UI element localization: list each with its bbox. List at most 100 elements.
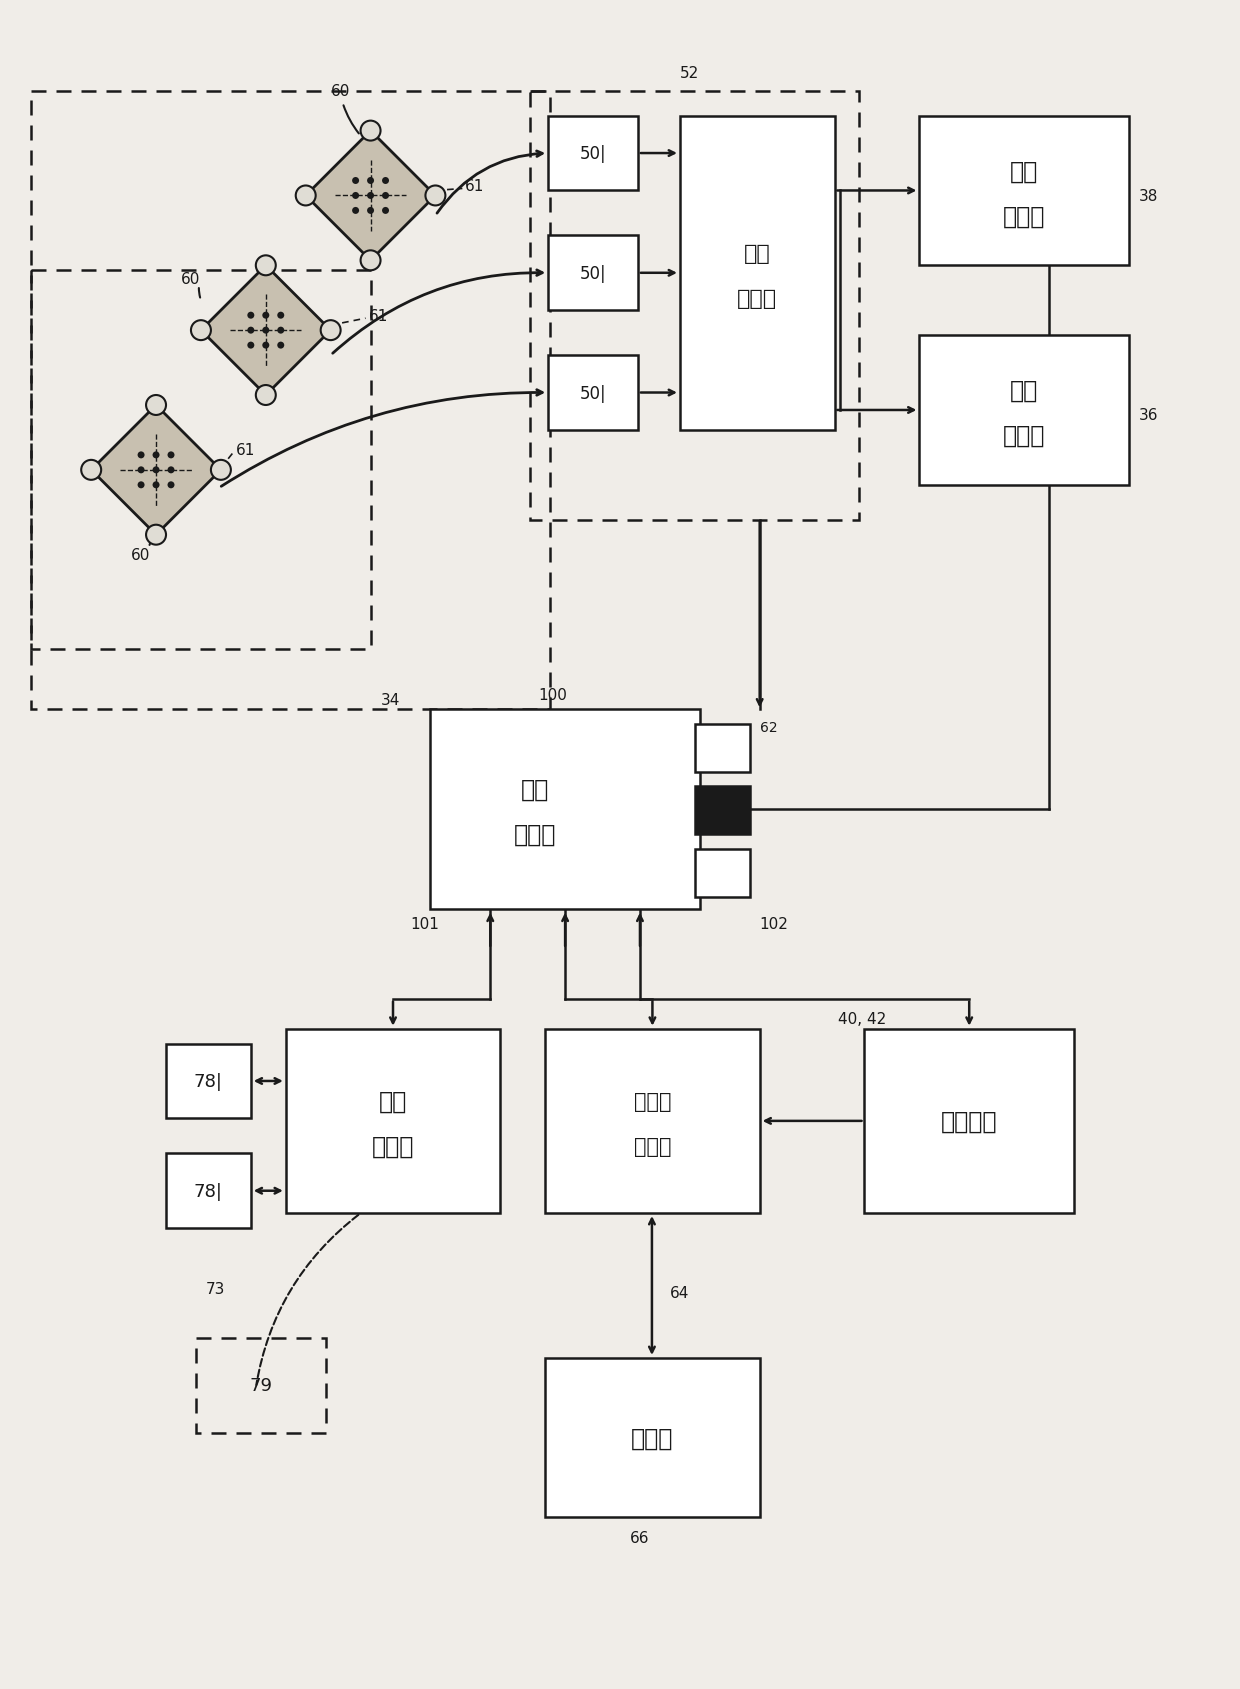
Circle shape [367, 177, 374, 184]
Text: 视觉: 视觉 [379, 1089, 407, 1113]
Polygon shape [306, 132, 435, 262]
Text: 60: 60 [131, 547, 150, 562]
Bar [548, 356, 637, 431]
Text: 用户接口: 用户接口 [941, 1110, 997, 1133]
Text: 50|: 50| [580, 265, 606, 282]
Text: 显示器: 显示器 [1003, 424, 1045, 448]
Text: 控制器: 控制器 [372, 1133, 414, 1159]
Text: 61: 61 [236, 443, 255, 458]
Bar [680, 117, 835, 431]
Text: 50|: 50| [580, 145, 606, 162]
Bar [864, 1029, 1074, 1213]
Circle shape [247, 312, 254, 319]
Text: 操纵器: 操纵器 [631, 1426, 673, 1449]
Bar [694, 725, 750, 772]
Circle shape [361, 122, 381, 142]
Text: 73: 73 [206, 1280, 226, 1295]
Bar [548, 117, 637, 191]
Text: 79: 79 [249, 1377, 273, 1393]
Circle shape [425, 186, 445, 206]
Text: 40, 42: 40, 42 [837, 1012, 885, 1027]
Circle shape [138, 453, 145, 459]
Bar [31, 91, 551, 709]
Text: 64: 64 [670, 1285, 689, 1301]
Text: 60: 60 [181, 272, 201, 287]
Text: 52: 52 [680, 66, 699, 81]
Circle shape [255, 385, 275, 405]
Text: 相机: 相机 [744, 243, 770, 263]
Bar [166, 1044, 250, 1118]
Circle shape [167, 468, 175, 475]
Circle shape [367, 193, 374, 199]
Circle shape [81, 461, 102, 481]
Text: 100: 100 [538, 687, 567, 703]
Text: 102: 102 [760, 917, 789, 932]
Circle shape [382, 177, 389, 184]
Bar [31, 272, 371, 650]
Circle shape [278, 328, 284, 334]
Circle shape [138, 468, 145, 475]
Circle shape [167, 481, 175, 490]
Bar [919, 117, 1128, 267]
Text: 101: 101 [410, 917, 439, 932]
Text: 66: 66 [630, 1530, 650, 1545]
Text: 36: 36 [1138, 409, 1158, 424]
Text: 78|: 78| [193, 1182, 223, 1199]
Circle shape [191, 321, 211, 341]
Circle shape [367, 208, 374, 215]
Circle shape [278, 312, 284, 319]
Circle shape [263, 343, 269, 350]
Text: 50|: 50| [580, 385, 606, 402]
Bar [166, 1154, 250, 1228]
Text: 34: 34 [381, 692, 401, 708]
Polygon shape [201, 267, 331, 395]
Text: 导航: 导航 [1009, 378, 1038, 402]
Bar [546, 1029, 760, 1213]
Polygon shape [92, 405, 221, 535]
Circle shape [138, 481, 145, 490]
Circle shape [167, 453, 175, 459]
Circle shape [255, 257, 275, 275]
Circle shape [247, 343, 254, 350]
Circle shape [278, 343, 284, 350]
Text: 导航: 导航 [521, 777, 549, 802]
Text: 操纵器: 操纵器 [634, 1091, 671, 1111]
Circle shape [321, 321, 341, 341]
Bar [531, 91, 859, 520]
Text: 显示器: 显示器 [1003, 204, 1045, 228]
Circle shape [295, 186, 316, 206]
Bar [919, 336, 1128, 485]
Text: 62: 62 [760, 721, 777, 735]
Bar [548, 236, 637, 311]
Circle shape [263, 312, 269, 319]
Circle shape [153, 453, 160, 459]
Circle shape [211, 461, 231, 481]
Circle shape [352, 208, 360, 215]
Text: 38: 38 [1138, 189, 1158, 204]
Circle shape [352, 193, 360, 199]
Text: 78|: 78| [193, 1073, 223, 1091]
Text: 控制器: 控制器 [737, 289, 777, 309]
Circle shape [146, 525, 166, 546]
Bar [694, 850, 750, 897]
Text: 导航: 导航 [1009, 159, 1038, 184]
Text: 60: 60 [331, 84, 350, 100]
Circle shape [247, 328, 254, 334]
Text: 计算机: 计算机 [515, 823, 557, 846]
Circle shape [361, 252, 381, 272]
Bar [285, 1029, 500, 1213]
Circle shape [146, 395, 166, 415]
Text: 61: 61 [465, 179, 485, 194]
Text: 61: 61 [368, 309, 388, 324]
Bar [196, 1338, 326, 1432]
Circle shape [382, 208, 389, 215]
Circle shape [352, 177, 360, 184]
Bar [694, 787, 750, 834]
Circle shape [382, 193, 389, 199]
Bar [546, 1358, 760, 1518]
Circle shape [263, 328, 269, 334]
Bar [430, 709, 699, 909]
Text: 控制器: 控制器 [634, 1137, 671, 1157]
Circle shape [153, 468, 160, 475]
Circle shape [153, 481, 160, 490]
